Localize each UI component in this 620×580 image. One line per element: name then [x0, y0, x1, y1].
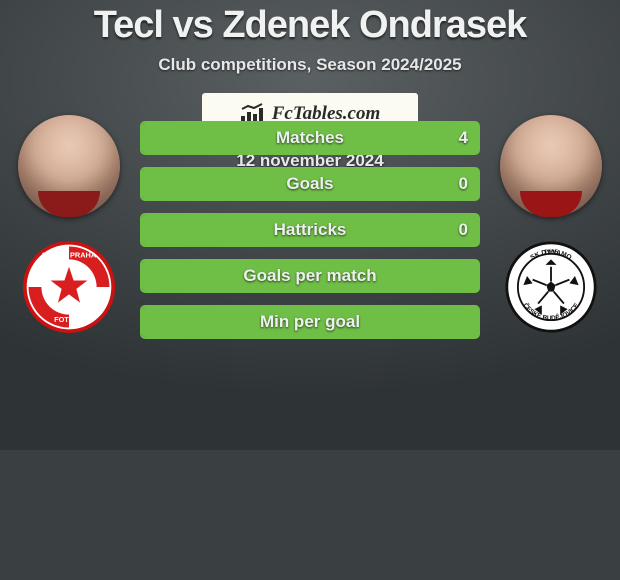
page-title: Tecl vs Zdenek Ondrasek	[0, 0, 620, 47]
stat-value: 0	[459, 220, 468, 240]
stat-bar: Goals per match	[140, 259, 480, 293]
stat-label: Goals	[286, 174, 333, 194]
stat-value: 4	[459, 128, 468, 148]
comparison-card: Tecl vs Zdenek Ondrasek Club competition…	[0, 0, 620, 450]
player-right-avatar	[500, 115, 602, 217]
stat-label: Goals per match	[243, 266, 376, 286]
stat-bar: Matches 4	[140, 121, 480, 155]
stat-bar: Min per goal	[140, 305, 480, 339]
player-left-avatar	[18, 115, 120, 217]
stat-bar: Hattricks 0	[140, 213, 480, 247]
content-row: SLAVIA PRAHA FOTBAL Matches 4 Goals 0 Ha…	[0, 115, 620, 339]
stat-value: 0	[459, 174, 468, 194]
player-right-club-logo: SK DYNAMO ČESKÉ BUDĚJOVICE 1905	[505, 241, 597, 333]
stat-label: Min per goal	[260, 312, 360, 332]
right-column: SK DYNAMO ČESKÉ BUDĚJOVICE 1905	[496, 115, 606, 339]
svg-text:FOTBAL: FOTBAL	[54, 315, 84, 324]
stat-label: Matches	[276, 128, 344, 148]
stats-bars: Matches 4 Goals 0 Hattricks 0 Goals per …	[140, 115, 480, 339]
player-left-club-logo: SLAVIA PRAHA FOTBAL	[23, 241, 115, 333]
stat-bar: Goals 0	[140, 167, 480, 201]
page-subtitle: Club competitions, Season 2024/2025	[0, 55, 620, 75]
svg-text:1905: 1905	[544, 249, 559, 256]
stat-label: Hattricks	[274, 220, 347, 240]
svg-text:SLAVIA PRAHA: SLAVIA PRAHA	[42, 251, 97, 260]
left-column: SLAVIA PRAHA FOTBAL	[14, 115, 124, 339]
